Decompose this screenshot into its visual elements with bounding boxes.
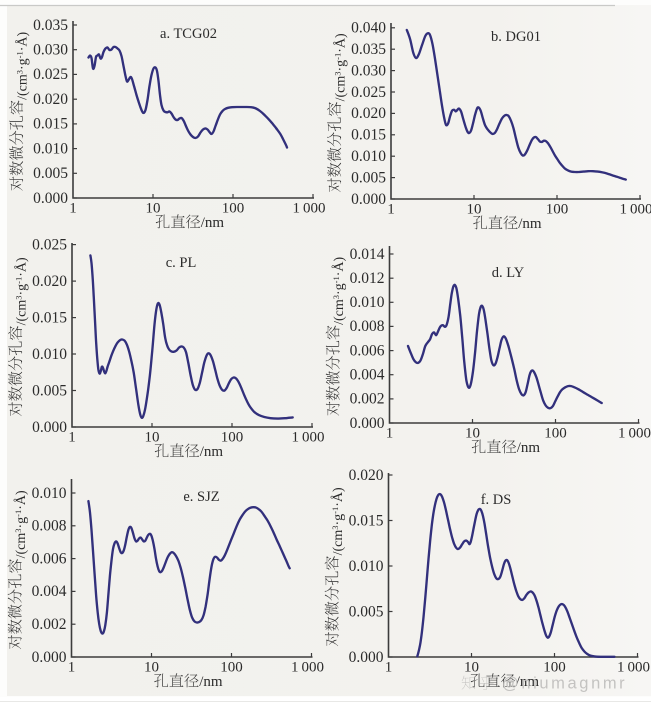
svg-text:/(cm3·g-1·Å): /(cm3·g-1·Å): [13, 490, 29, 558]
svg-text:0.015: 0.015: [351, 127, 386, 144]
svg-text:/(cm3·g-1·Å): /(cm3·g-1·Å): [14, 257, 30, 325]
svg-text:0.020: 0.020: [351, 105, 386, 122]
svg-text:0.020: 0.020: [32, 273, 67, 290]
svg-text:1: 1: [69, 201, 77, 217]
svg-text:0.000: 0.000: [32, 419, 67, 436]
svg-text:1 000: 1 000: [292, 201, 325, 217]
svg-text:e. SJZ: e. SJZ: [183, 489, 219, 505]
svg-text:0.005: 0.005: [32, 382, 67, 399]
svg-text:1 000: 1 000: [291, 430, 324, 446]
svg-text:0.002: 0.002: [32, 616, 67, 633]
svg-text:0.010: 0.010: [33, 140, 68, 157]
svg-text:10: 10: [467, 202, 482, 218]
svg-text:0.005: 0.005: [33, 165, 68, 182]
svg-text:0.002: 0.002: [350, 391, 385, 408]
svg-text:0.010: 0.010: [32, 346, 67, 363]
svg-text:10: 10: [464, 660, 479, 676]
svg-text:0.015: 0.015: [33, 116, 68, 133]
svg-text:0.008: 0.008: [32, 518, 67, 535]
svg-text:1: 1: [385, 660, 393, 676]
svg-text:/nm: /nm: [199, 674, 223, 690]
svg-text:100: 100: [544, 426, 567, 442]
svg-text:10: 10: [145, 430, 160, 446]
svg-text:b. DG01: b. DG01: [491, 29, 541, 45]
svg-text:1: 1: [387, 202, 395, 218]
svg-text:0.000: 0.000: [32, 649, 67, 666]
svg-text:c. PL: c. PL: [166, 255, 197, 271]
svg-text:1 000: 1 000: [618, 426, 651, 442]
svg-text:/nm: /nm: [201, 215, 225, 231]
svg-text:f. DS: f. DS: [481, 492, 512, 508]
svg-text:1: 1: [386, 426, 394, 442]
svg-text:0.010: 0.010: [32, 485, 67, 502]
svg-text:0.000: 0.000: [351, 191, 386, 208]
svg-text:10: 10: [465, 426, 480, 442]
svg-text:0.014: 0.014: [350, 246, 385, 263]
svg-text:1 000: 1 000: [617, 660, 650, 676]
svg-text:/(cm3·g-1·Å): /(cm3·g-1·Å): [330, 487, 346, 555]
svg-text:0.035: 0.035: [33, 17, 68, 34]
svg-text:0.008: 0.008: [350, 318, 385, 335]
svg-text:100: 100: [221, 430, 244, 446]
svg-text:@niumagnmr: @niumagnmr: [502, 675, 627, 693]
svg-text:0.030: 0.030: [33, 42, 68, 59]
svg-text:100: 100: [220, 660, 243, 676]
svg-text:/nm: /nm: [517, 440, 541, 456]
svg-text:0.015: 0.015: [32, 309, 67, 326]
svg-text:d. LY: d. LY: [492, 265, 525, 281]
svg-text:100: 100: [543, 660, 566, 676]
svg-text:0.020: 0.020: [33, 91, 68, 108]
svg-text:0.005: 0.005: [349, 603, 384, 620]
svg-text:100: 100: [546, 202, 569, 218]
svg-text:/nm: /nm: [200, 444, 224, 460]
svg-text:0.035: 0.035: [351, 41, 386, 58]
svg-text:1 000: 1 000: [619, 202, 651, 218]
svg-text:0.006: 0.006: [350, 342, 385, 359]
svg-text:0.000: 0.000: [33, 190, 68, 207]
svg-text:0.012: 0.012: [350, 270, 385, 287]
svg-text:0.004: 0.004: [32, 583, 67, 600]
svg-text:0.015: 0.015: [349, 512, 384, 529]
svg-text:/nm: /nm: [518, 216, 542, 232]
svg-text:0.000: 0.000: [349, 649, 384, 666]
svg-text:0.006: 0.006: [32, 550, 67, 567]
svg-text:0.010: 0.010: [351, 148, 386, 165]
svg-text:10: 10: [144, 660, 159, 676]
svg-text:0.030: 0.030: [351, 62, 386, 79]
svg-text:0.040: 0.040: [351, 20, 386, 37]
svg-text:/(cm3·g-1·Å): /(cm3·g-1·Å): [333, 33, 349, 101]
svg-text:0.005: 0.005: [351, 169, 386, 186]
svg-text:0.010: 0.010: [349, 558, 384, 575]
svg-text:0.025: 0.025: [33, 66, 68, 83]
svg-text:0.000: 0.000: [350, 415, 385, 432]
svg-text:0.020: 0.020: [349, 467, 384, 484]
svg-text:1: 1: [68, 660, 76, 676]
svg-text:0.025: 0.025: [32, 236, 67, 253]
svg-text:0.004: 0.004: [350, 367, 385, 384]
svg-text:10: 10: [146, 201, 161, 217]
svg-text:1 000: 1 000: [291, 660, 324, 676]
svg-text:/(cm3·g-1·Å): /(cm3·g-1·Å): [15, 31, 31, 99]
svg-text:0.025: 0.025: [351, 84, 386, 101]
svg-text:1: 1: [68, 430, 76, 446]
svg-text:100: 100: [222, 201, 245, 217]
svg-text:0.010: 0.010: [350, 294, 385, 311]
svg-text:/nm: /nm: [516, 674, 540, 690]
svg-text:a. TCG02: a. TCG02: [160, 26, 217, 42]
svg-text:/(cm3·g-1·Å): /(cm3·g-1·Å): [331, 256, 347, 324]
